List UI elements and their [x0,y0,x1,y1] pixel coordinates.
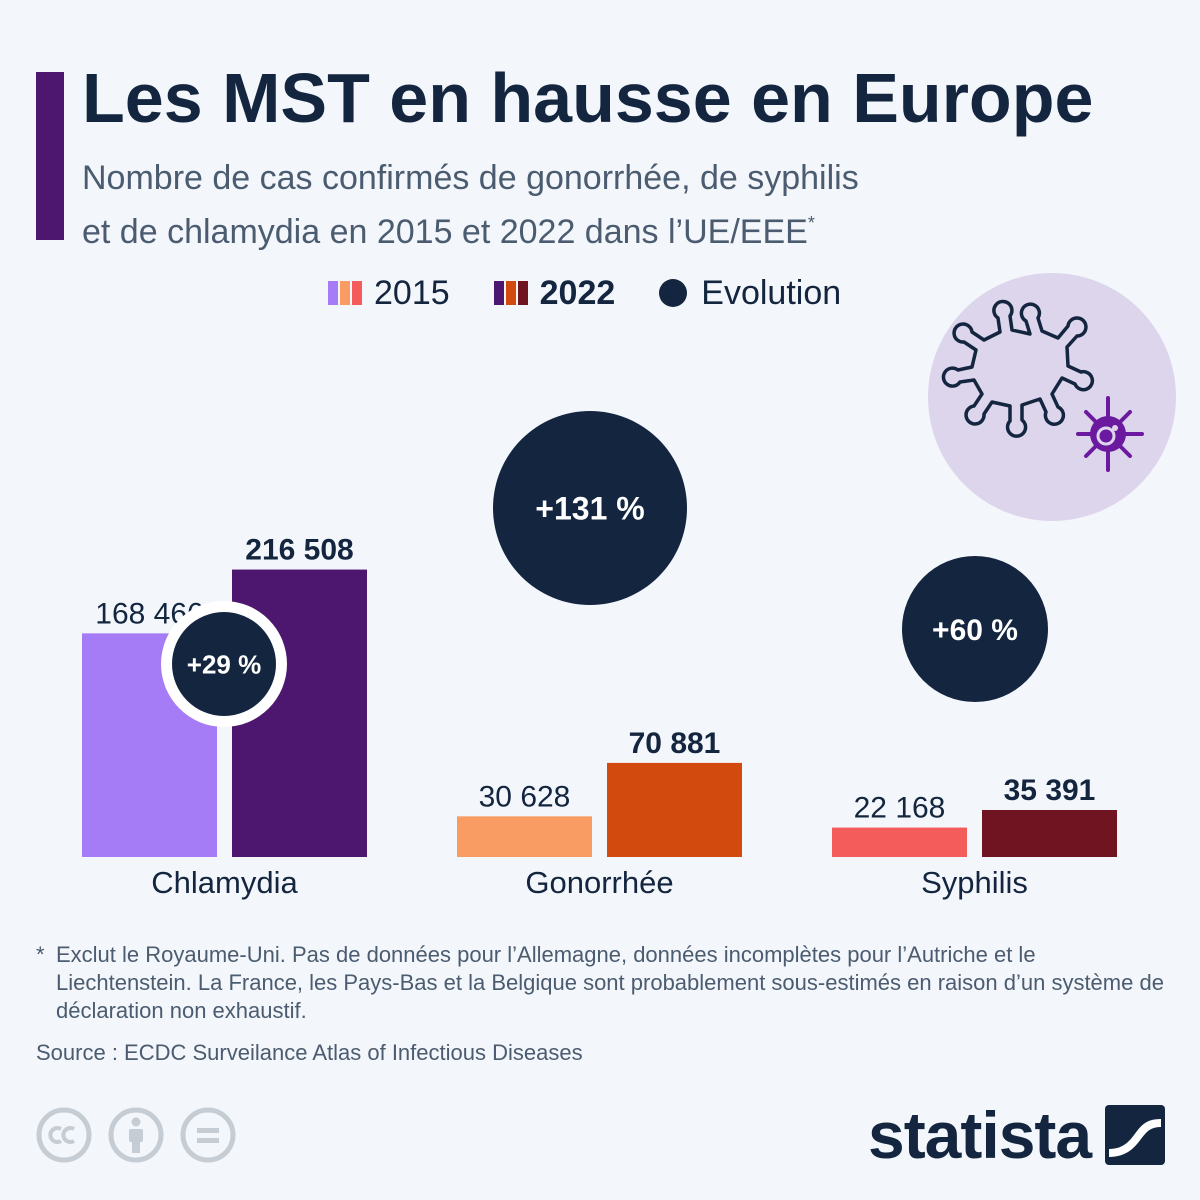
subtitle-footnote-marker: * [807,213,815,233]
legend-item-evolution: Evolution [659,274,841,313]
legend-swatch-2022-a [493,281,504,305]
chart-legend: 2015 2022 Evolution [328,273,841,313]
statista-logo-icon [1105,1105,1166,1165]
evolution-bubble-chlamydia [172,612,276,716]
no-derivatives-icon[interactable] [180,1107,236,1163]
title-accent-bar [36,72,64,240]
legend-label-2015: 2015 [374,273,450,312]
subtitle-line-2: et de chlamydia en 2015 et 2022 dans l’U… [82,213,808,251]
virus-illustration-icon [928,273,1176,521]
source-note: Source : ECDC Surveilance Atlas of Infec… [36,1040,583,1065]
creative-commons-icon[interactable] [36,1107,92,1163]
legend-swatch-2015-b [340,281,350,305]
legend-swatch-2015-a [328,281,338,305]
subtitle-line-1: Nombre de cas confirmés de gonorrhée, de… [82,159,859,197]
legend-item-2022: 2022 [493,273,616,313]
legend-swatch-2022-b [505,281,516,305]
evolution-label-chlamydia: +29 % [187,649,261,679]
subtitle: Nombre de cas confirmés de gonorrhée, de… [82,156,1082,255]
legend-dot-evolution [659,279,688,307]
footnote-text: Exclut le Royaume-Uni. Pas de données po… [56,942,1164,1023]
evolution-label-syphilis: +60 % [932,614,1018,647]
bar-2022-gonorrhee [607,762,742,857]
category-label-syphilis: Syphilis [921,865,1028,900]
footnote-marker: * [36,942,45,967]
attribution-icon[interactable] [108,1107,164,1163]
bar-2015-syphilis [832,827,967,857]
legend-swatch-2022-c [517,281,528,305]
footnote: * Exclut le Royaume-Uni. Pas de données … [36,941,1166,1025]
value-label-2015-syphilis: 22 168 [854,792,946,825]
value-label-2022-chlamydia: 216 508 [245,534,353,567]
legend-swatch-2015-c [352,281,362,305]
bar-2015-gonorrhee [457,816,592,857]
legend-item-2015: 2015 [328,274,450,313]
bar-2022-syphilis [982,810,1117,857]
legend-label-2022: 2022 [539,273,616,312]
legend-label-evolution: Evolution [701,273,842,312]
brand: statista [868,1097,1166,1173]
brand-name: statista [868,1098,1092,1172]
value-label-2022-gonorrhee: 70 881 [629,727,721,760]
evolution-bubble-syphilis [902,556,1048,702]
evolution-label-gonorrhee: +131 % [535,491,644,527]
value-label-2022-syphilis: 35 391 [1004,774,1096,807]
evolution-bubble-gonorrhee [493,411,687,605]
page-title: Les MST en hausse en Europe [82,59,1094,137]
value-label-2015-gonorrhee: 30 628 [479,780,571,813]
license-icons [36,1107,252,1163]
category-label-chlamydia: Chlamydia [151,865,298,900]
category-label-gonorrhee: Gonorrhée [525,865,673,900]
